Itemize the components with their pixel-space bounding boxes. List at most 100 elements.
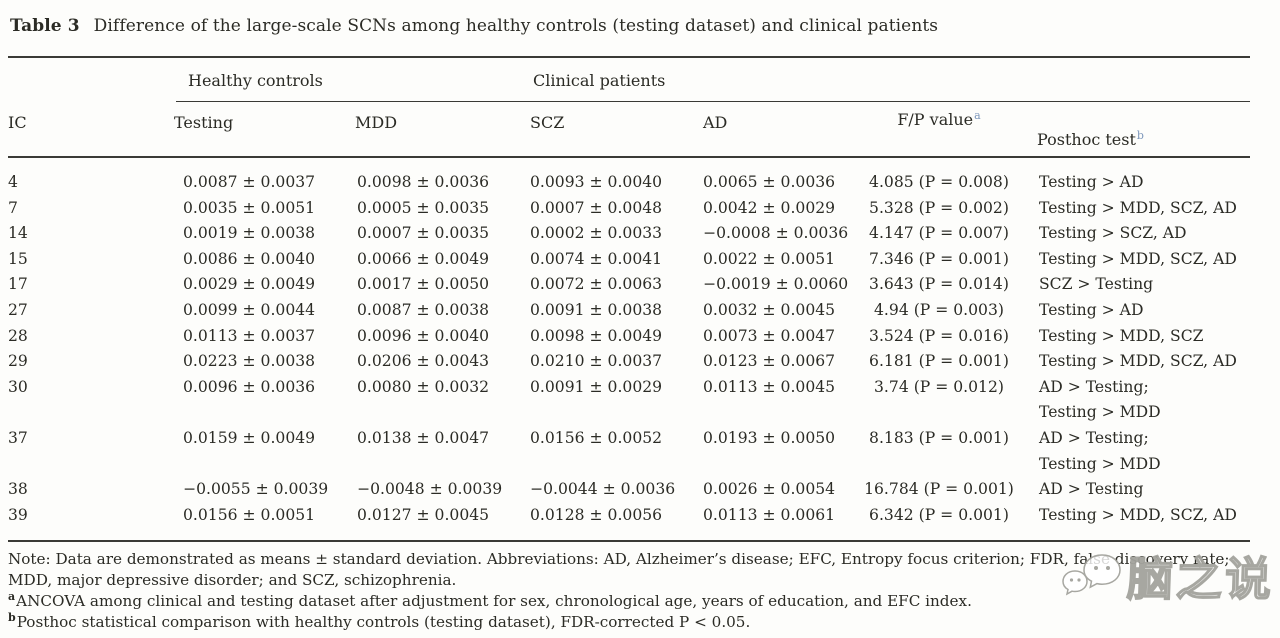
cell-ad: 0.0073 ± 0.0047	[703, 326, 836, 345]
cell-posthoc: Testing > MDD, SCZ	[1039, 326, 1204, 345]
cell-ic: 15	[8, 249, 28, 268]
cell-posthoc: Testing > MDD, SCZ, AD	[1039, 198, 1237, 217]
cell-testing: −0.0055 ± 0.0039	[183, 480, 329, 499]
cell-ic: 38	[8, 480, 28, 499]
footnote-a: aANCOVA among clinical and testing datas…	[8, 590, 972, 611]
cell-posthoc: Testing > MDD, SCZ, AD	[1039, 505, 1237, 524]
cell-testing: 0.0019 ± 0.0038	[183, 224, 316, 243]
rule-group-spanner	[176, 101, 1250, 103]
cell-ic: 39	[8, 505, 28, 524]
cell-posthoc: Testing > AD	[1039, 173, 1144, 191]
cell-scz: 0.0128 ± 0.0056	[530, 505, 663, 524]
cell-mdd: −0.0048 ± 0.0039	[357, 480, 503, 499]
column-header-ad: AD	[703, 113, 728, 132]
cell-mdd: 0.0080 ± 0.0032	[357, 377, 490, 396]
cell-testing: 0.0029 ± 0.0049	[183, 275, 316, 294]
cell-testing: 0.0156 ± 0.0051	[183, 505, 316, 524]
cell-ad: 0.0113 ± 0.0061	[703, 505, 836, 524]
cell-fp: 4.94 (P = 0.003)	[874, 300, 1004, 319]
cell-ad: 0.0042 ± 0.0029	[703, 198, 836, 217]
cell-ic: 4	[8, 173, 18, 191]
cell-scz: 0.0002 ± 0.0033	[530, 224, 663, 243]
cell-fp: 16.784 (P = 0.001)	[864, 480, 1014, 499]
footnote-note: Note: Data are demonstrated as means ± s…	[8, 550, 1230, 589]
group-header-healthy-controls: Healthy controls	[188, 71, 323, 90]
cell-posthoc: SCZ > Testing	[1039, 275, 1154, 294]
table-title: Table 3 Difference of the large-scale SCN…	[10, 16, 938, 36]
cell-fp: 3.524 (P = 0.016)	[869, 326, 1009, 345]
cell-fp: 6.181 (P = 0.001)	[869, 352, 1009, 371]
column-header-testing: Testing	[174, 113, 234, 132]
column-header-scz: SCZ	[530, 113, 565, 132]
cell-fp: 8.183 (P = 0.001)	[869, 428, 1009, 447]
cell-ic: 7	[8, 198, 18, 217]
cell-ic: 27	[8, 300, 28, 319]
cell-mdd: 0.0096 ± 0.0040	[357, 326, 490, 345]
column-header-mdd: MDD	[355, 113, 398, 132]
rule-header-bottom	[8, 156, 1250, 159]
cell-scz: 0.0156 ± 0.0052	[530, 428, 663, 447]
cell-ad: −0.0019 ± 0.0060	[703, 275, 849, 294]
cell-testing: 0.0113 ± 0.0037	[183, 326, 316, 345]
cell-fp: 7.346 (P = 0.001)	[869, 249, 1009, 268]
cell-posthoc: Testing > MDD, SCZ, AD	[1039, 352, 1237, 371]
table-row: 30 0.0096 ± 0.0036 0.0080 ± 0.0032 0.0091 ±…	[8, 375, 1250, 426]
cell-scz: 0.0072 ± 0.0063	[530, 275, 663, 294]
cell-fp: 3.643 (P = 0.014)	[869, 275, 1009, 294]
cell-ic: 14	[8, 224, 28, 243]
cell-mdd: 0.0066 ± 0.0049	[357, 249, 490, 268]
cell-mdd: 0.0127 ± 0.0045	[357, 505, 490, 524]
cell-ad: −0.0008 ± 0.0036	[703, 224, 849, 243]
cell-posthoc: Testing > SCZ, AD	[1039, 224, 1187, 243]
cell-testing: 0.0035 ± 0.0051	[183, 198, 316, 217]
table-footnotes: Note: Data are demonstrated as means ± s…	[8, 549, 1258, 632]
cell-posthoc: Testing > MDD, SCZ, AD	[1039, 249, 1237, 268]
cell-ad: 0.0123 ± 0.0067	[703, 352, 836, 371]
cell-mdd: 0.0138 ± 0.0047	[357, 428, 490, 447]
table-row: 27 0.0099 ± 0.0044 0.0087 ± 0.0038 0.0091 ±…	[8, 298, 1250, 324]
table-row: 37 0.0159 ± 0.0049 0.0138 ± 0.0047 0.0156 ±…	[8, 426, 1250, 477]
cell-mdd: 0.0087 ± 0.0038	[357, 300, 490, 319]
cell-scz: 0.0007 ± 0.0048	[530, 198, 663, 217]
table-row: 14 0.0019 ± 0.0038 0.0007 ± 0.0035 0.0002 ±…	[8, 221, 1250, 247]
cell-scz: 0.0210 ± 0.0037	[530, 352, 663, 371]
rule-table-bottom	[8, 540, 1250, 542]
cell-ad: 0.0032 ± 0.0045	[703, 300, 836, 319]
table-row: 15 0.0086 ± 0.0040 0.0066 ± 0.0049 0.0074 ±…	[8, 247, 1250, 273]
cell-fp: 5.328 (P = 0.002)	[869, 198, 1009, 217]
footnote-b: bPosthoc statistical comparison with hea…	[8, 610, 751, 631]
cell-scz: 0.0091 ± 0.0029	[530, 377, 663, 396]
cell-ad: 0.0065 ± 0.0036	[703, 173, 836, 191]
table-title-text: Difference of the large-scale SCNs among…	[93, 16, 939, 36]
cell-ad: 0.0026 ± 0.0054	[703, 480, 836, 499]
table-row: 29 0.0223 ± 0.0038 0.0206 ± 0.0043 0.0210 ±…	[8, 349, 1250, 375]
posthoc-superscript-b: b	[1136, 128, 1144, 142]
table-title-label: Table 3	[10, 16, 80, 36]
column-header-fp-value: F/P valuea	[897, 108, 981, 129]
table-row: 39 0.0156 ± 0.0051 0.0127 ± 0.0045 0.0128 ±…	[8, 503, 1250, 529]
footnote-marker-b: b	[8, 610, 16, 624]
table-body: 4 0.0087 ± 0.0037 0.0098 ± 0.0036 0.0093 ± …	[8, 170, 1250, 528]
cell-testing: 0.0086 ± 0.0040	[183, 249, 316, 268]
cell-scz: 0.0098 ± 0.0049	[530, 326, 663, 345]
cell-scz: 0.0093 ± 0.0040	[530, 173, 663, 191]
cell-mdd: 0.0098 ± 0.0036	[357, 173, 490, 191]
cell-mdd: 0.0206 ± 0.0043	[357, 352, 490, 371]
cell-ad: 0.0113 ± 0.0045	[703, 377, 836, 396]
table-row: 38 −0.0055 ± 0.0039 −0.0048 ± 0.0039 −0.004…	[8, 477, 1250, 503]
cell-ic: 28	[8, 326, 28, 345]
cell-posthoc: Testing > AD	[1039, 300, 1144, 319]
cell-posthoc: AD > Testing; Testing > MDD	[1039, 428, 1161, 473]
cell-ic: 37	[8, 428, 28, 447]
cell-mdd: 0.0017 ± 0.0050	[357, 275, 490, 294]
cell-ic: 30	[8, 377, 28, 396]
cell-posthoc: AD > Testing	[1039, 480, 1144, 499]
fp-superscript-a: a	[974, 108, 981, 122]
group-header-clinical-patients: Clinical patients	[533, 71, 666, 90]
rule-top	[8, 56, 1250, 59]
cell-testing: 0.0159 ± 0.0049	[183, 428, 316, 447]
cell-ic: 17	[8, 275, 28, 294]
cell-posthoc: AD > Testing; Testing > MDD	[1039, 377, 1161, 422]
cell-testing: 0.0087 ± 0.0037	[183, 173, 316, 191]
